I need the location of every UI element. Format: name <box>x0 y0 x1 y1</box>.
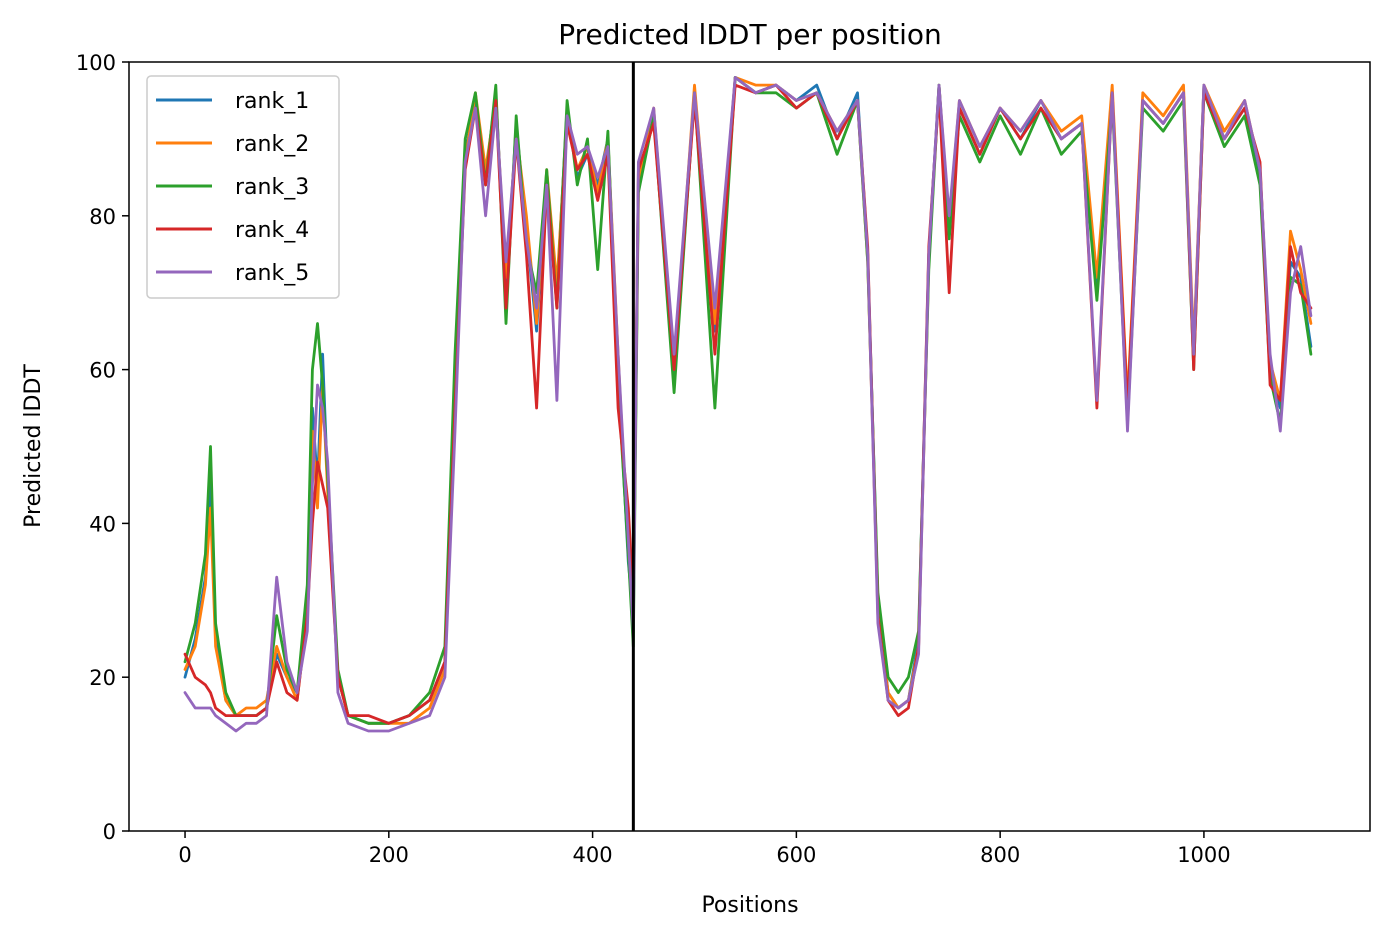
x-tick-label: 200 <box>369 843 409 867</box>
legend-label-rank_5: rank_5 <box>235 261 309 286</box>
chart-title: Predicted lDDT per position <box>558 18 942 51</box>
x-tick-label: 800 <box>980 843 1020 867</box>
y-tick-label: 100 <box>76 51 116 75</box>
legend-label-rank_3: rank_3 <box>235 175 309 200</box>
legend-label-rank_4: rank_4 <box>235 218 309 243</box>
x-tick-label: 600 <box>776 843 816 867</box>
x-tick-label: 0 <box>178 843 191 867</box>
y-tick-label: 40 <box>89 512 116 536</box>
legend-label-rank_1: rank_1 <box>235 89 309 114</box>
y-tick-label: 20 <box>89 666 116 690</box>
y-tick-label: 0 <box>103 820 116 844</box>
legend-box <box>146 75 340 299</box>
x-axis-ticks: 0 200 400 600 800 1000 <box>178 831 1231 867</box>
legend-label-rank_2: rank_2 <box>235 132 309 157</box>
plot-frame <box>128 61 1371 832</box>
x-tick-label: 1000 <box>1177 843 1230 867</box>
plot-lines <box>183 76 1313 733</box>
x-axis-label: Positions <box>701 893 798 918</box>
legend: rank_1 rank_2 rank_3 rank_4 rank_5 <box>146 75 340 299</box>
y-tick-label: 80 <box>89 205 116 229</box>
x-tick-label: 400 <box>573 843 613 867</box>
series-line-rank_5 <box>183 76 1313 733</box>
y-tick-label: 60 <box>89 359 116 383</box>
y-axis-ticks: 0 20 40 60 80 100 <box>76 51 129 844</box>
y-axis-label: Predicted lDDT <box>21 364 46 528</box>
